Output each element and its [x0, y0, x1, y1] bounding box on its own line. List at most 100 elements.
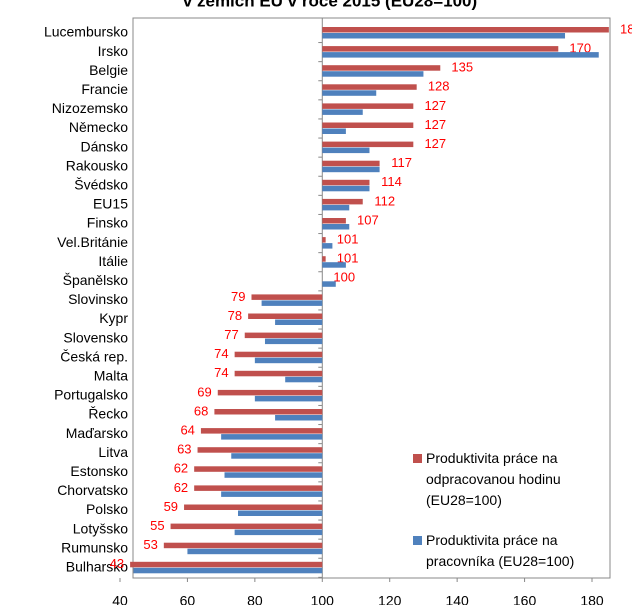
bar: [322, 52, 599, 58]
legend-item: Produktivita práce na odpracovanou hodin…: [413, 448, 613, 511]
bar: [322, 243, 333, 249]
y-tick-label: Španělsko: [63, 272, 129, 288]
bar: [194, 485, 323, 491]
bar: [184, 504, 323, 510]
bar: [275, 415, 323, 421]
bar: [322, 27, 609, 33]
bar: [133, 567, 323, 574]
data-label: 55: [150, 518, 164, 533]
bar: [214, 409, 323, 415]
bar: [251, 294, 323, 300]
y-tick-label: Francie: [81, 81, 128, 97]
y-tick-label: Kypr: [99, 310, 128, 326]
data-label: 101: [337, 251, 359, 266]
bar: [248, 313, 323, 319]
bar: [322, 224, 350, 230]
data-label: 64: [180, 423, 194, 438]
legend-item: Produktivita práce na pracovníka (EU28=1…: [413, 530, 613, 572]
data-label: 74: [214, 346, 228, 361]
bar: [322, 218, 346, 224]
data-label: 63: [177, 442, 191, 457]
data-label: 69: [197, 384, 211, 399]
bar: [322, 160, 380, 167]
bar: [322, 109, 363, 115]
data-label: 79: [231, 289, 245, 304]
data-label: 135: [451, 60, 473, 75]
bar: [234, 529, 323, 536]
x-tick-label: 60: [180, 593, 196, 605]
data-label: 127: [424, 98, 446, 113]
data-label: 78: [228, 308, 242, 323]
y-tick-label: Lotyšsko: [73, 520, 128, 536]
bar: [322, 166, 380, 173]
x-tick-label: 180: [580, 593, 604, 605]
data-label: 77: [224, 327, 238, 342]
bar: [221, 491, 323, 497]
legend-swatch: [413, 536, 422, 545]
bar: [322, 281, 336, 287]
bar: [224, 472, 323, 478]
y-tick-label: Malta: [94, 368, 128, 384]
x-tick-label: 160: [513, 593, 537, 605]
data-label: 101: [337, 232, 359, 247]
data-label: 170: [569, 41, 591, 56]
y-tick-label: Polsko: [86, 501, 128, 517]
bar: [322, 84, 417, 90]
bar: [170, 523, 323, 530]
y-tick-label: EU15: [93, 196, 128, 212]
bar: [322, 122, 414, 128]
bar: [322, 204, 350, 211]
y-tick-label: Dánsko: [81, 138, 129, 154]
bar: [322, 71, 424, 77]
y-tick-label: Řecko: [88, 406, 128, 422]
bar: [234, 351, 323, 358]
bar: [254, 395, 323, 402]
bar: [264, 338, 323, 345]
bar: [322, 128, 346, 134]
bar: [322, 147, 370, 154]
data-label: 43: [110, 556, 124, 571]
data-label: 68: [194, 403, 208, 418]
data-label: 107: [357, 212, 379, 227]
bar: [254, 357, 323, 364]
bar: [217, 389, 323, 396]
bar: [322, 256, 326, 262]
data-label: 59: [164, 499, 178, 514]
y-tick-label: Švédsko: [74, 177, 128, 193]
plot-frame: [132, 17, 611, 579]
bar: [194, 466, 323, 472]
data-label: 100: [333, 270, 355, 285]
bar: [200, 428, 323, 434]
data-label: 114: [381, 174, 402, 189]
bar: [244, 332, 323, 339]
data-label: 185: [620, 21, 632, 36]
bar: [197, 447, 323, 453]
legend-swatch: [413, 454, 422, 463]
data-label: 74: [214, 365, 228, 380]
bar: [238, 510, 323, 516]
legend-label: Produktivita práce na odpracovanou hodin…: [426, 450, 561, 508]
bar: [322, 198, 363, 205]
x-tick-label: 140: [445, 593, 469, 605]
y-tick-label: Česká rep.: [60, 348, 128, 364]
y-tick-label: Belgie: [89, 62, 128, 78]
x-tick-label: 80: [247, 593, 263, 605]
bar: [322, 33, 566, 39]
y-tick-label: Nizozemsko: [52, 100, 128, 116]
y-tick-label: Německo: [69, 119, 128, 135]
data-label: 53: [143, 537, 157, 552]
y-tick-label: Chorvatsko: [57, 482, 128, 498]
bar: [322, 90, 377, 96]
bar: [322, 65, 441, 71]
bar: [130, 561, 323, 568]
legend-label: Produktivita práce na pracovníka (EU28=1…: [426, 532, 575, 569]
bar: [221, 434, 323, 440]
y-tick-label: Irsko: [98, 43, 129, 59]
bar: [163, 542, 323, 549]
bar: [261, 300, 323, 306]
data-label: 117: [391, 155, 412, 170]
bar: [322, 141, 414, 148]
bar: [322, 103, 414, 109]
